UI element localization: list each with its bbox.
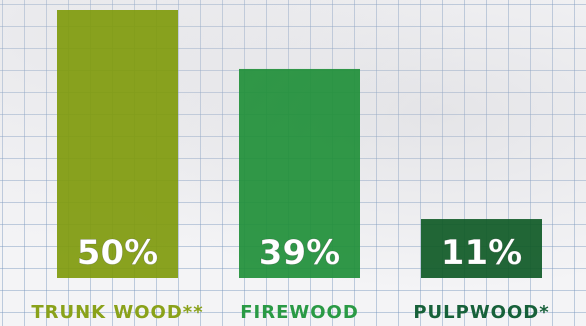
bar-firewood: [239, 68, 360, 279]
bar-pulpwood: [421, 219, 542, 278]
category-label: FIREWOOD: [240, 302, 359, 323]
bar-trunk-wood: [57, 10, 178, 278]
category-label: PULPWOOD*: [413, 302, 549, 323]
bar-value-label: 39%: [259, 233, 340, 273]
bar-value-label: 11%: [441, 233, 522, 273]
category-label: TRUNK WOOD**: [31, 302, 203, 323]
bar-value-label: 50%: [77, 233, 158, 273]
